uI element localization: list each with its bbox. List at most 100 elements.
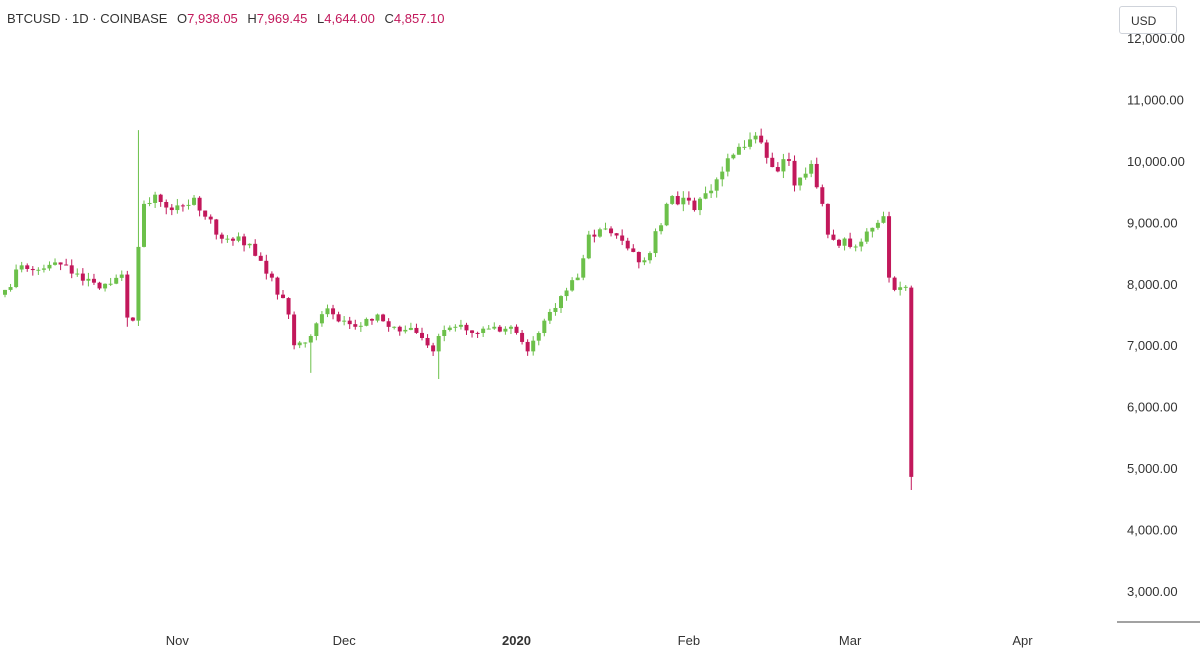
candle (297, 341, 302, 349)
candle (319, 311, 324, 327)
candle (14, 264, 19, 289)
candle (764, 139, 769, 164)
price-axis[interactable]: 3,000.00 4,000.00 5,000.00 6,000.00 7,000.00… (1116, 0, 1185, 656)
candle-body (475, 332, 480, 334)
candle-body (770, 157, 775, 168)
candle (514, 324, 519, 335)
candle-body (625, 240, 630, 249)
candle-body (347, 320, 352, 325)
time-tick-label: Dec (333, 633, 357, 648)
candle (520, 330, 525, 345)
candle-body (225, 238, 230, 240)
candle-body (403, 329, 408, 332)
chart-legend: BTCUSD · 1D · COINBASE O7,938.05 H7,969.… (7, 11, 445, 26)
candle-body (686, 197, 691, 201)
time-tick-label: 2020 (502, 633, 531, 648)
currency-button[interactable]: USD (1119, 6, 1177, 34)
candle-body (481, 328, 486, 333)
candle (80, 268, 85, 286)
candle (147, 197, 152, 207)
candle (614, 232, 619, 239)
candle-body (759, 135, 764, 143)
candle (420, 327, 424, 341)
candle-body (381, 314, 386, 322)
candle-body (609, 228, 614, 234)
candle-body (192, 197, 197, 205)
candle (720, 166, 725, 187)
candle-body (848, 238, 853, 247)
candle (553, 303, 558, 316)
candle (481, 326, 486, 337)
candle (798, 177, 803, 191)
candle (470, 330, 475, 338)
candle (342, 316, 347, 326)
candle-body (203, 210, 208, 217)
candle-body (709, 190, 714, 194)
candle (703, 186, 708, 200)
candle-body (386, 321, 391, 327)
candle (386, 318, 391, 332)
candle (675, 191, 680, 206)
candle (436, 333, 441, 380)
candle-body (575, 277, 580, 281)
price-tick-label: 12,000.00 (1127, 31, 1185, 46)
time-tick-label: Mar (839, 633, 862, 648)
candle (603, 222, 608, 231)
candle (725, 153, 730, 177)
candle (531, 336, 536, 356)
candle (325, 304, 330, 318)
candle (775, 162, 780, 173)
candle-body (792, 160, 797, 186)
candle (464, 322, 469, 335)
candle-body (242, 236, 247, 246)
candle-body (503, 328, 508, 332)
candle (414, 323, 419, 334)
candle (803, 167, 808, 180)
candle (848, 232, 853, 249)
candle-body (420, 332, 424, 338)
candle-body (814, 163, 819, 188)
ohlc-open: O7,938.05 (177, 11, 238, 26)
candle (258, 252, 263, 261)
candle-body (592, 234, 597, 237)
candle-body (125, 274, 130, 318)
candle-body (331, 308, 336, 315)
candle-body (86, 278, 91, 281)
price-tick-label: 11,000.00 (1127, 92, 1184, 107)
candle (58, 262, 63, 271)
candle (308, 334, 313, 373)
candle (269, 271, 274, 282)
candle-body (75, 273, 80, 275)
candle-body (786, 159, 791, 161)
candle-body (659, 225, 664, 232)
candle-body (25, 265, 30, 269)
price-tick-label: 3,000.00 (1127, 584, 1178, 599)
candle (664, 202, 669, 227)
candle (497, 324, 502, 333)
candle-body (825, 203, 830, 235)
candle-body (364, 318, 369, 326)
candle (180, 203, 185, 212)
candle-body (775, 167, 780, 172)
candle-body (586, 234, 591, 259)
candle-body (675, 196, 680, 205)
time-axis[interactable]: Nov Dec 2020 Feb Mar Apr (0, 621, 1200, 648)
candle (281, 289, 285, 299)
candle-body (531, 340, 536, 352)
candle (508, 325, 513, 334)
candle-body (8, 287, 13, 290)
candle (247, 243, 252, 249)
candle (442, 325, 447, 342)
candle-body (597, 229, 602, 237)
candle-body (264, 260, 269, 274)
candle-body (892, 277, 897, 290)
candle-body (308, 336, 313, 343)
candle-body (58, 262, 63, 265)
candle (375, 313, 380, 323)
candle (486, 324, 491, 330)
candle (175, 198, 180, 214)
candle-body (670, 196, 675, 204)
candle (153, 191, 158, 208)
candle (136, 130, 141, 327)
